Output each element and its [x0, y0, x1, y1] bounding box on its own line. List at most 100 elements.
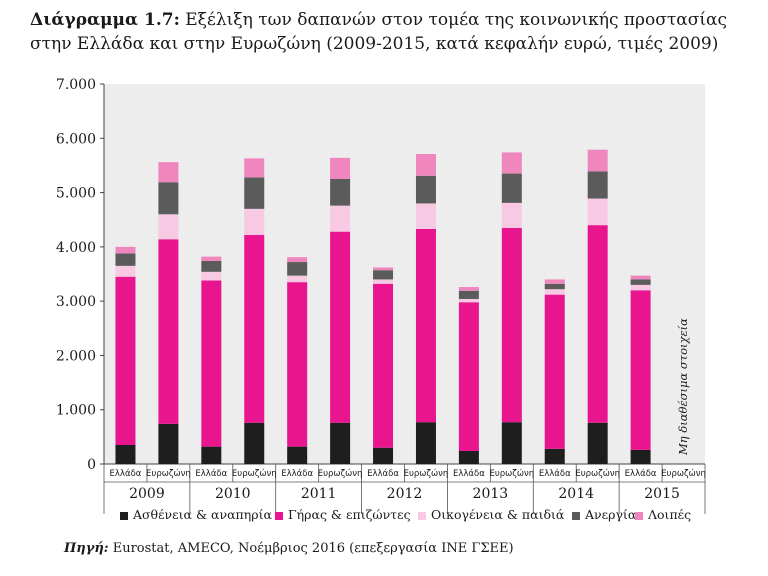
not-available-note: Μη διαθέσιμα στοιχεία [676, 318, 690, 455]
bar-Ευρωζώνη-2011-series-1 [330, 422, 351, 464]
x-sub-label: Ευρωζώνη [575, 468, 620, 479]
y-tick-label: 2.000 [56, 348, 96, 364]
bar-Ελλάδα-2011-series-4 [287, 262, 308, 276]
bar-Ευρωζώνη-2011-series-5 [330, 157, 351, 179]
legend-swatch [635, 511, 643, 520]
bar-Ελλάδα-2010-series-1 [201, 446, 222, 464]
bar-Ελλάδα-2013-series-3 [458, 298, 479, 303]
bar-Ευρωζώνη-2012-series-3 [415, 203, 436, 229]
bar-Ελλάδα-2015-series-5 [630, 275, 651, 280]
x-group-label: 2013 [473, 486, 509, 502]
bar-Ελλάδα-2015-series-4 [630, 279, 651, 285]
legend-label: Λοιπές [648, 507, 692, 522]
bar-Ευρωζώνη-2010-series-3 [244, 208, 265, 235]
bar-Ευρωζώνη-2009-series-5 [158, 162, 179, 183]
x-group-label: 2012 [387, 486, 423, 502]
bar-Ελλάδα-2010-series-5 [201, 256, 222, 261]
bar-Ελλάδα-2010-series-3 [201, 271, 222, 281]
x-group-label: 2010 [215, 486, 251, 502]
x-sub-label: Ελλάδα [453, 469, 485, 479]
legend-label: Ανεργία [585, 507, 637, 522]
bar-Ελλάδα-2013-series-5 [458, 287, 479, 291]
bar-Ελλάδα-2012-series-5 [373, 267, 394, 271]
legend-item: Ασθένεια & αναπηρία [120, 507, 272, 522]
x-group-label: 2015 [644, 486, 680, 502]
bar-Ελλάδα-2011-series-3 [287, 275, 308, 283]
source-note: Πηγή: Eurostat, AMECO, Νοέμβριος 2016 (ε… [64, 541, 514, 556]
x-sub-label: Ελλάδα [367, 469, 399, 479]
bar-Ελλάδα-2015-series-2 [630, 290, 651, 450]
y-tick-label: 0 [87, 457, 96, 473]
legend-item: Λοιπές [635, 507, 691, 522]
chart-title: Διάγραμμα 1.7: Εξέλιξη των δαπανών στον … [30, 8, 760, 56]
bar-Ελλάδα-2013-series-2 [458, 302, 479, 451]
bar-Ευρωζώνη-2009-series-2 [158, 239, 179, 424]
bar-Ευρωζώνη-2012-series-2 [415, 228, 436, 423]
legend-label: Ασθένεια & αναπηρία [133, 507, 272, 522]
bar-Ευρωζώνη-2009-series-1 [158, 423, 179, 464]
plot-background [104, 84, 705, 464]
bar-Ελλάδα-2012-series-4 [373, 270, 394, 280]
x-sub-label: Ελλάδα [110, 469, 142, 479]
x-sub-label: Ευρωζώνη [232, 468, 277, 479]
bar-Ευρωζώνη-2011-series-2 [330, 231, 351, 423]
bar-Ευρωζώνη-2009-series-3 [158, 214, 179, 240]
bar-Ευρωζώνη-2010-series-5 [244, 158, 265, 178]
bar-Ελλάδα-2015-series-3 [630, 284, 651, 291]
bar-Ευρωζώνη-2013-series-1 [501, 422, 522, 464]
x-sub-label: Ευρωζώνη [146, 468, 191, 479]
bar-Ευρωζώνη-2012-series-5 [415, 154, 436, 176]
bar-Ελλάδα-2011-series-5 [287, 257, 308, 263]
x-sub-label: Ελλάδα [195, 469, 227, 479]
legend-label: Οικογένεια & παιδιά [431, 507, 565, 522]
bar-Ελλάδα-2013-series-4 [458, 290, 479, 299]
bar-Ευρωζώνη-2013-series-3 [501, 202, 522, 228]
x-sub-label: Ελλάδα [625, 469, 657, 479]
bar-Ελλάδα-2012-series-3 [373, 279, 394, 284]
legend-item: Ανεργία [572, 507, 636, 522]
bar-Ευρωζώνη-2011-series-4 [330, 179, 351, 206]
bar-Ελλάδα-2014-series-5 [544, 279, 565, 284]
bar-Ελλάδα-2014-series-1 [544, 448, 565, 464]
bar-Ελλάδα-2009-series-3 [115, 265, 136, 277]
legend-swatch [275, 511, 283, 520]
x-sub-label: Ευρωζώνη [318, 468, 363, 479]
bar-Ελλάδα-2014-series-4 [544, 283, 565, 290]
y-tick-label: 5.000 [56, 186, 96, 202]
y-tick-label: 4.000 [56, 240, 96, 256]
legend-swatch [120, 511, 128, 520]
bar-Ελλάδα-2009-series-4 [115, 253, 136, 266]
y-tick-label: 7.000 [56, 77, 96, 93]
chart-title-prefix: Διάγραμμα 1.7: [30, 10, 180, 30]
bar-Ελλάδα-2011-series-1 [287, 446, 308, 464]
bar-Ευρωζώνη-2009-series-4 [158, 182, 179, 215]
bar-Ευρωζώνη-2014-series-4 [587, 171, 608, 199]
bar-Ελλάδα-2011-series-2 [287, 282, 308, 447]
legend-item: Οικογένεια & παιδιά [418, 507, 564, 522]
chart-title-text: Εξέλιξη των δαπανών στον τομέα της κοινω… [30, 10, 728, 54]
x-sub-label: Ευρωζώνη [661, 468, 706, 479]
bar-Ελλάδα-2013-series-1 [458, 450, 479, 464]
bar-Ελλάδα-2012-series-1 [373, 447, 394, 464]
x-sub-label: Ευρωζώνη [404, 468, 449, 479]
legend-swatch [418, 511, 426, 520]
bar-Ευρωζώνη-2014-series-3 [587, 198, 608, 226]
x-sub-label: Ελλάδα [539, 469, 571, 479]
bar-Ευρωζώνη-2010-series-4 [244, 177, 265, 209]
bar-Ελλάδα-2014-series-2 [544, 294, 565, 449]
bar-Ευρωζώνη-2010-series-1 [244, 422, 265, 464]
bar-Ευρωζώνη-2014-series-1 [587, 422, 608, 464]
bar-Ελλάδα-2015-series-1 [630, 449, 651, 464]
legend-label: Γήρας & επιζώντες [288, 507, 411, 522]
x-group-label: 2011 [301, 486, 337, 502]
y-tick-label: 6.000 [56, 131, 96, 147]
y-tick-label: 3.000 [56, 294, 96, 310]
x-sub-label: Ελλάδα [281, 469, 313, 479]
y-tick-label: 1.000 [56, 403, 96, 419]
legend-swatch [572, 511, 580, 520]
x-group-label: 2009 [129, 486, 165, 502]
x-sub-label: Ευρωζώνη [489, 468, 534, 479]
bar-Ελλάδα-2010-series-4 [201, 260, 222, 272]
bar-Ελλάδα-2012-series-2 [373, 283, 394, 448]
